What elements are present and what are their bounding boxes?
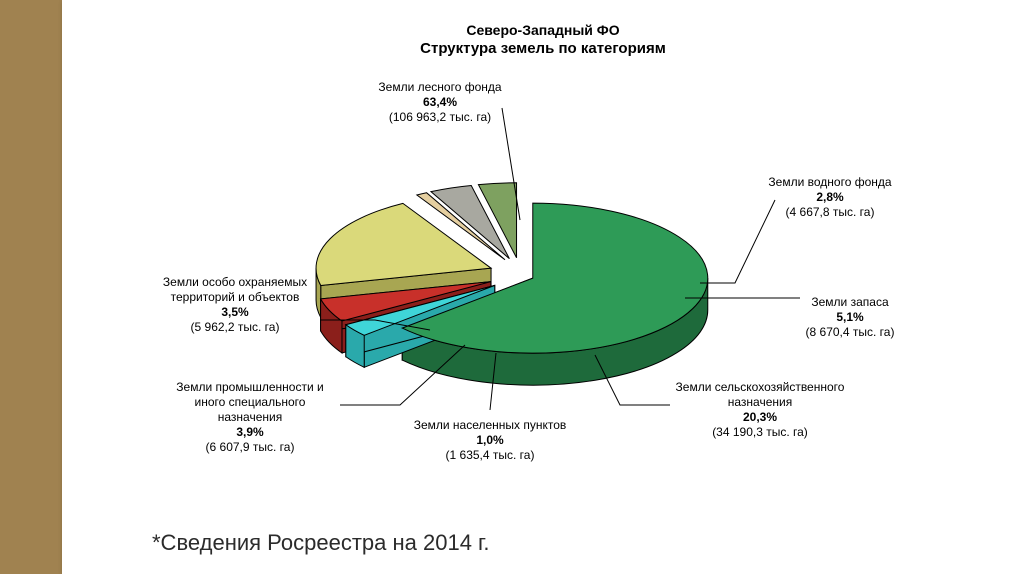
pie-slice-label: Земли сельскохозяйственногоназначения20,… (676, 380, 845, 440)
content-card: Северо-Западный ФО Структура земель по к… (62, 0, 1024, 574)
pie-slice-label: Земли промышленности ииного специального… (176, 380, 323, 455)
slide-frame: Северо-Западный ФО Структура земель по к… (0, 0, 1024, 574)
pie-labels-layer: Земли лесного фонда63,4%(106 963,2 тыс. … (0, 0, 1024, 574)
pie-slice-label: Земли лесного фонда63,4%(106 963,2 тыс. … (378, 80, 501, 125)
chart-footnote: *Сведения Росреестра на 2014 г. (152, 530, 490, 556)
pie-slice-label: Земли особо охраняемыхтерриторий и объек… (163, 275, 307, 335)
pie-slice-label: Земли населенных пунктов1,0%(1 635,4 тыс… (414, 418, 567, 463)
pie-slice-label: Земли водного фонда2,8%(4 667,8 тыс. га) (768, 175, 891, 220)
pie-slice-label: Земли запаса5,1%(8 670,4 тыс. га) (806, 295, 895, 340)
